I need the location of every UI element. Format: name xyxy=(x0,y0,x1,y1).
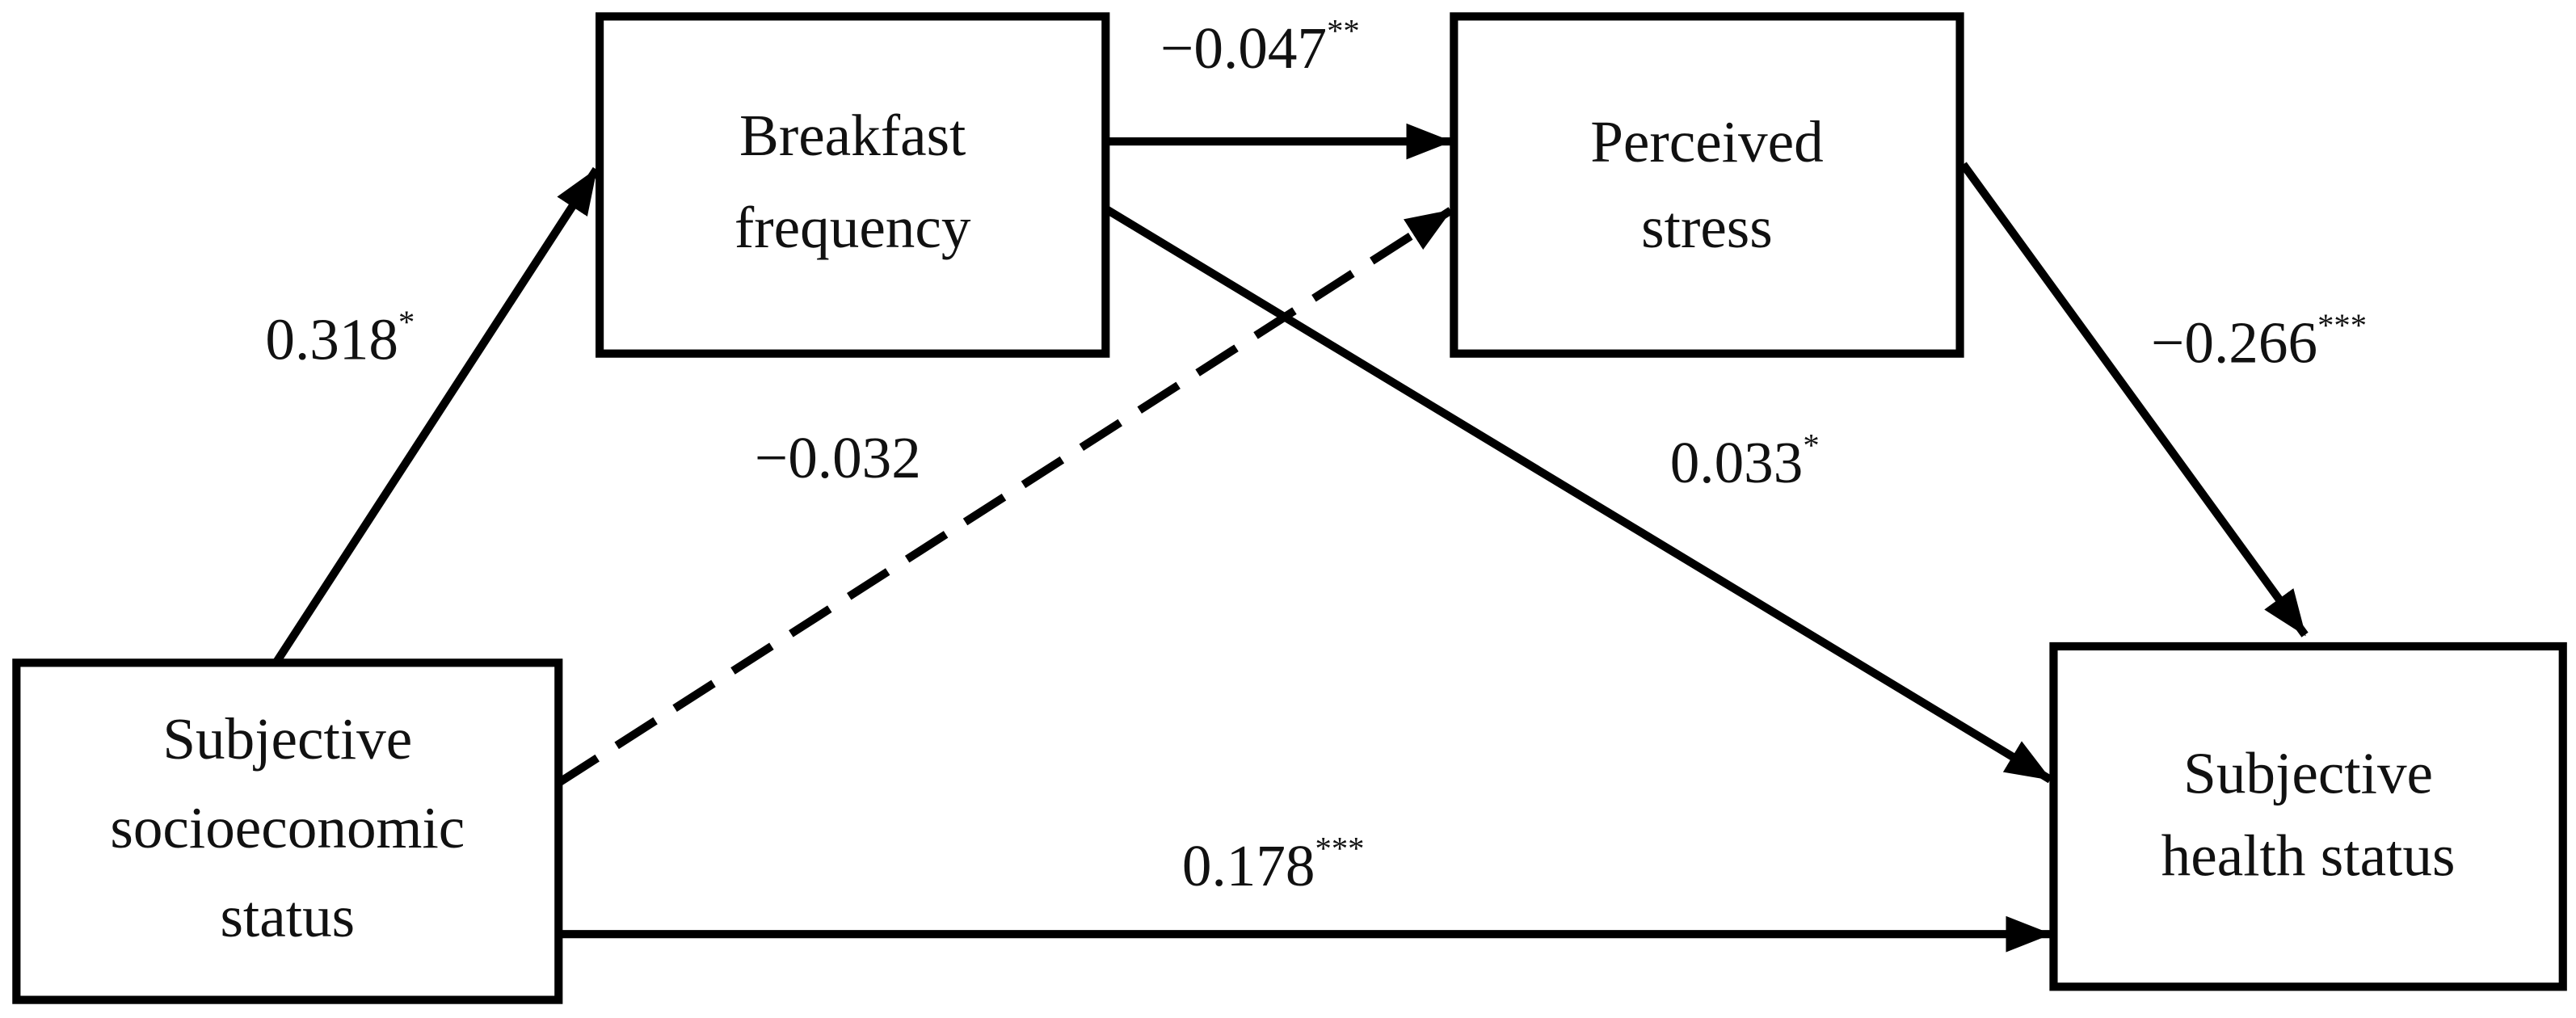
coefficient: −0.032 xyxy=(755,425,921,490)
edge-stress-health xyxy=(1959,162,2309,637)
node-label: frequency xyxy=(734,195,971,260)
node-label: status xyxy=(220,884,355,949)
edge-label: 0.033* xyxy=(1670,427,1820,495)
edge-breakfast-health xyxy=(1103,205,2053,784)
edge-ses-stress xyxy=(556,207,1454,787)
edge-label: 0.318* xyxy=(265,304,415,372)
significance: *** xyxy=(2317,307,2367,343)
significance: * xyxy=(1803,427,1819,464)
significance: ** xyxy=(1327,13,1360,49)
node-box xyxy=(2049,642,2567,991)
edge-label: −0.266*** xyxy=(2151,307,2367,375)
node-box xyxy=(596,12,1110,358)
node-label: stress xyxy=(1641,195,1773,260)
node-label: Subjective xyxy=(162,706,412,772)
coefficient: −0.047 xyxy=(1160,15,1327,81)
coefficient: 0.178 xyxy=(1182,833,1315,898)
significance: *** xyxy=(1315,831,1365,867)
coefficient: 0.033 xyxy=(1670,430,1804,495)
coefficient: −0.266 xyxy=(2151,309,2317,375)
node-label: Perceived xyxy=(1590,109,1824,175)
edge-label: −0.047** xyxy=(1160,13,1360,81)
node-box xyxy=(12,658,563,1004)
significance: * xyxy=(398,304,415,340)
node-box xyxy=(1450,12,1964,358)
edge-label: −0.032 xyxy=(755,425,921,490)
coefficient: 0.318 xyxy=(265,306,398,372)
node-label: health status xyxy=(2161,822,2456,888)
node-label: Subjective xyxy=(2183,741,2433,806)
node-label: socioeconomic xyxy=(110,795,465,860)
edge-label: 0.178*** xyxy=(1182,831,1365,898)
node-label: Breakfast xyxy=(739,103,966,168)
edge-ses-breakfast xyxy=(272,166,600,666)
